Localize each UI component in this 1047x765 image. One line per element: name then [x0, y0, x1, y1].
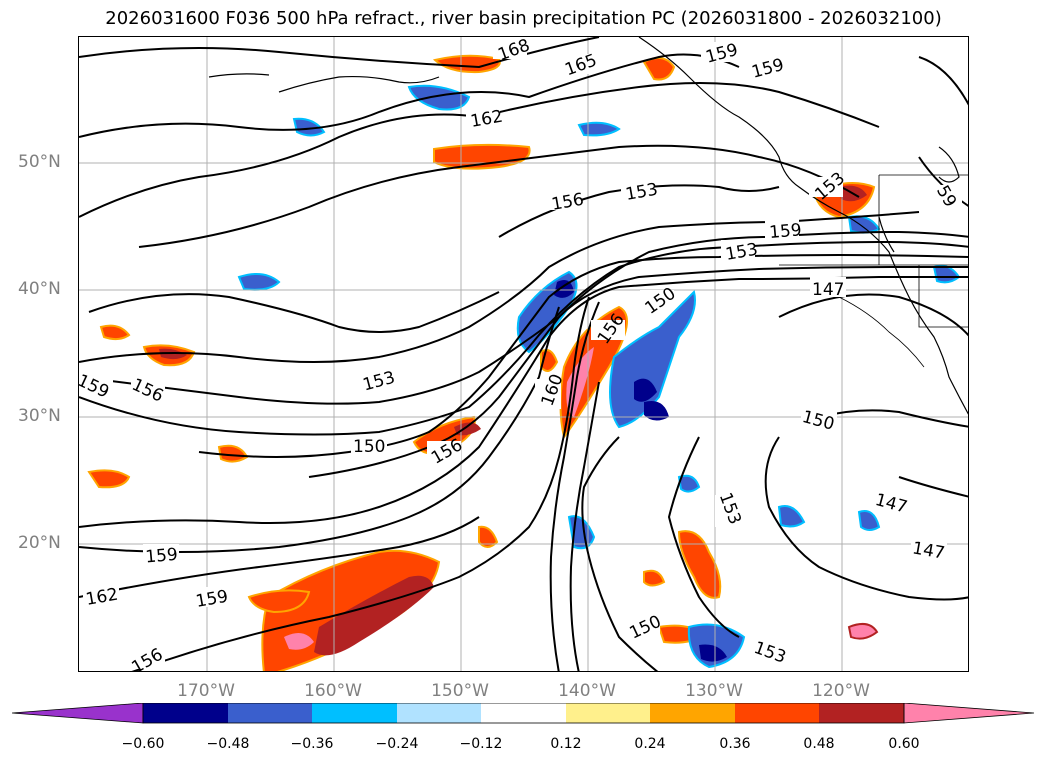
colorbar-tick: −0.48 [206, 736, 250, 752]
lon-label-160w: 160°W [304, 681, 362, 701]
lat-label-30n: 30°N [18, 406, 61, 426]
precip-pos-area [677, 530, 722, 599]
lon-label-140w: 140°W [558, 681, 616, 701]
colorbar-tick: 0.12 [550, 736, 582, 752]
precip-neg-area [644, 401, 669, 421]
lat-label-40n: 40°N [18, 279, 61, 299]
colorbar-segment [481, 703, 566, 723]
precip-neg-area [609, 290, 696, 429]
colorbar-tick: 0.48 [803, 736, 835, 752]
colorbar-segment [143, 703, 228, 723]
map-canvas: 168 165 159 159 162 153 156 153 159 153 … [79, 37, 968, 671]
contour-label: 147 [812, 280, 844, 300]
precip-neg-area [407, 84, 471, 111]
map-panel[interactable]: 168 165 159 159 162 153 156 153 159 153 … [78, 36, 969, 672]
colorbar-tick: 0.60 [888, 736, 920, 752]
precip-neg-area [847, 215, 881, 234]
precip-neg-area [677, 474, 701, 493]
coastlines [208, 37, 968, 415]
contour-label: 156 [550, 190, 585, 215]
precip-pos-area [643, 569, 666, 587]
colorbar-tick: 0.24 [634, 736, 666, 752]
contour-label: 159 [768, 220, 802, 243]
precip-pos-area [99, 324, 131, 341]
colorbar-tick: −0.24 [375, 736, 419, 752]
lat-label-50n: 50°N [18, 152, 61, 172]
contour-label: 159 [145, 545, 179, 568]
precip-pos-area [847, 622, 879, 640]
contour-label: 150 [353, 437, 385, 457]
lon-label-130w: 130°W [685, 681, 743, 701]
precip-neg-area [237, 272, 281, 291]
precip-neg-area [857, 510, 881, 531]
precip-neg-area [699, 644, 727, 662]
borders [779, 174, 968, 368]
lon-label-150w: 150°W [431, 681, 489, 701]
lon-label-170w: 170°W [177, 681, 235, 701]
precip-pos-area [284, 633, 314, 650]
lon-label-120w: 120°W [812, 681, 870, 701]
colorbar [12, 703, 1035, 724]
precip-neg-area [634, 378, 657, 402]
contour-label: 153 [724, 240, 759, 265]
precip-neg-area [577, 121, 621, 137]
precip-pos-area [432, 54, 501, 74]
colorbar-tick: 0.36 [719, 736, 751, 752]
contour-label: 153 [624, 180, 659, 205]
contour-label: 162 [84, 585, 119, 610]
precip-pos-area [478, 525, 499, 548]
colorbar-tick: −0.60 [121, 736, 165, 752]
lat-label-20n: 20°N [18, 533, 61, 553]
precip-pos-area [642, 57, 676, 81]
colorbar-segment [12, 703, 144, 724]
colorbar-tick: −0.12 [459, 736, 503, 752]
colorbar-segment [228, 703, 312, 723]
precip-neg-area [932, 264, 961, 284]
map-title: 2026031600 F036 500 hPa refract., river … [105, 8, 942, 29]
contour-label: 159 [194, 587, 229, 612]
colorbar-segment [566, 703, 650, 723]
colorbar-segment [397, 703, 481, 723]
refractivity-contours [79, 37, 968, 671]
colorbar-segment [903, 703, 1035, 724]
colorbar-tick: −0.36 [290, 736, 334, 752]
precip-neg-area [777, 505, 806, 528]
colorbar-segment [650, 703, 735, 723]
graticule [79, 37, 968, 671]
precip-neg-area [292, 117, 326, 137]
colorbar-segment [312, 703, 397, 723]
colorbar-segment [735, 703, 819, 723]
contour-label: 162 [469, 107, 504, 132]
precip-pos-area [247, 589, 311, 614]
precip-pos-area [87, 469, 131, 489]
colorbar-segment [819, 703, 904, 723]
precip-neg-area [554, 279, 574, 298]
contour-label: 147 [911, 538, 946, 563]
